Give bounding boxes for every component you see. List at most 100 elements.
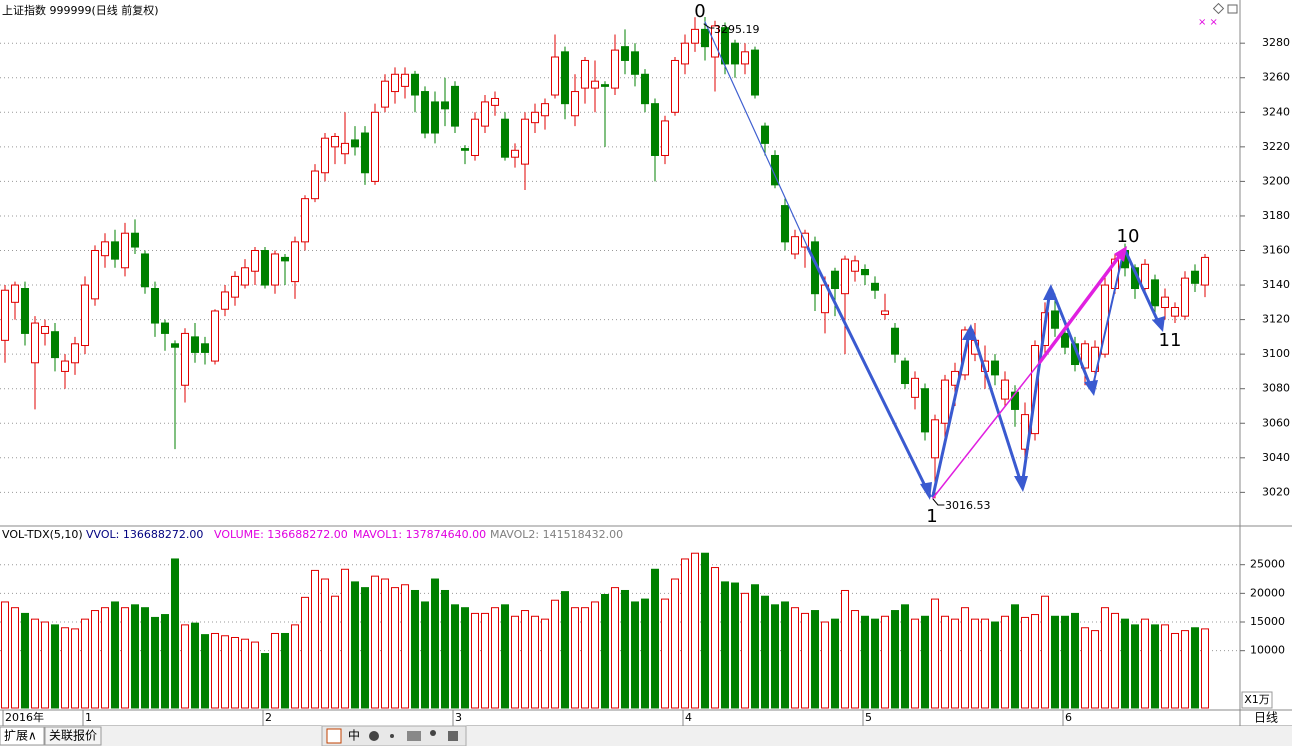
tab-label[interactable]: 关联报价: [49, 728, 97, 743]
volume-bar: [211, 632, 219, 709]
volume-bar: [711, 567, 719, 709]
candle-body: [311, 170, 319, 200]
volume-bar: [751, 584, 759, 709]
toolbar-icon[interactable]: [448, 731, 458, 741]
toolbar-icon[interactable]: [326, 728, 342, 744]
volume-bar: [461, 607, 469, 709]
volume-stat: MAVOL1: 137874640.00: [353, 528, 486, 541]
volume-bar: [761, 595, 769, 709]
volume-bar: [1171, 632, 1179, 709]
candle-body: [1161, 296, 1169, 309]
volume-bar: [1201, 628, 1209, 709]
tab-label[interactable]: 扩展∧: [4, 729, 37, 743]
candle-body: [1001, 379, 1009, 400]
toolbar-icon[interactable]: [430, 730, 436, 736]
volume-bar: [341, 568, 349, 709]
icon[interactable]: [1212, 2, 1225, 15]
volume-bar: [401, 584, 409, 709]
volume-bar: [891, 610, 899, 709]
y-tick-label: 3180: [1262, 209, 1290, 222]
volume-bar: [131, 604, 139, 709]
volume-stat: MAVOL2: 141518432.00: [490, 528, 623, 541]
volume-bar: [831, 618, 839, 709]
candle-body: [1141, 263, 1149, 290]
tab[interactable]: [44, 726, 102, 746]
wave-line: [932, 361, 1041, 499]
candle-body: [531, 111, 539, 124]
candle-body: [581, 59, 589, 89]
candle-body: [241, 267, 249, 286]
candle-body: [551, 56, 559, 96]
toolbar-icon[interactable]: [390, 734, 394, 738]
volume-bar: [141, 607, 149, 709]
candle-body: [281, 256, 289, 262]
volume-bar: [501, 604, 509, 709]
candle-body: [871, 282, 879, 291]
volume-bar: [81, 618, 89, 709]
candle-body: [691, 28, 699, 44]
volume-bar: [381, 578, 389, 709]
candle-body: [151, 288, 159, 324]
wave-line: [931, 328, 972, 498]
volume-bar: [101, 607, 109, 709]
candle-body: [461, 148, 469, 151]
volume-bar: [781, 601, 789, 709]
wave-label: 0: [694, 1, 705, 22]
candle-body: [591, 80, 599, 89]
candle-body: [521, 118, 529, 165]
candle-body: [841, 258, 849, 295]
icon[interactable]: [1227, 4, 1238, 14]
volume-bar: [801, 612, 809, 709]
volume-bar: [1081, 627, 1089, 709]
arrow-head: [920, 482, 932, 500]
y-tick-label: 3240: [1262, 105, 1290, 118]
candle-body: [141, 253, 149, 288]
toolbar-label[interactable]: 中: [348, 728, 360, 743]
y-tick-label: 10000: [1250, 644, 1285, 657]
candle-body: [661, 120, 669, 156]
candle-body: [131, 232, 139, 248]
candle-body: [471, 118, 479, 156]
icon[interactable]: × ×: [1198, 17, 1218, 28]
volume-bar: [171, 558, 179, 709]
toolbar-icon[interactable]: [407, 731, 421, 741]
volume-bar: [491, 607, 499, 709]
candle-body: [11, 284, 19, 303]
volume-bar: [811, 610, 819, 709]
wave-label: 1: [926, 506, 937, 527]
candle-body: [1151, 279, 1159, 307]
candle-body: [491, 97, 499, 106]
period-tab[interactable]: 日线: [1254, 711, 1278, 725]
candle-body: [921, 388, 929, 433]
volume-unit: X1万: [1244, 693, 1270, 706]
candle-body: [61, 360, 69, 372]
tab[interactable]: [0, 726, 45, 746]
volume-bar: [231, 636, 239, 709]
volume-bar: [261, 653, 269, 709]
candle-body: [1081, 343, 1089, 369]
toolbar-icon[interactable]: [369, 731, 379, 741]
pointer: [703, 23, 715, 29]
candle-body: [1191, 270, 1199, 284]
candle-body: [651, 103, 659, 156]
volume-bar: [1161, 624, 1169, 709]
candle-body: [561, 51, 569, 105]
arrow-head: [1014, 476, 1028, 492]
candle-body: [41, 326, 49, 334]
x-tick-label: 2: [265, 711, 272, 724]
volume-bar: [1, 601, 9, 709]
volume-bar: [291, 624, 299, 709]
volume-bar: [701, 552, 709, 709]
volume-bar: [821, 621, 829, 709]
candle-body: [271, 253, 279, 286]
candle-body: [511, 149, 519, 158]
candle-body: [1171, 307, 1179, 317]
volume-bar: [791, 607, 799, 709]
candle-body: [481, 101, 489, 127]
volume-stat: VVOL: 136688272.00: [86, 528, 203, 541]
volume-bar: [951, 618, 959, 709]
candle-body: [1181, 277, 1189, 317]
volume-bar: [51, 624, 59, 709]
candle-body: [211, 310, 219, 362]
candle-body: [771, 154, 779, 186]
